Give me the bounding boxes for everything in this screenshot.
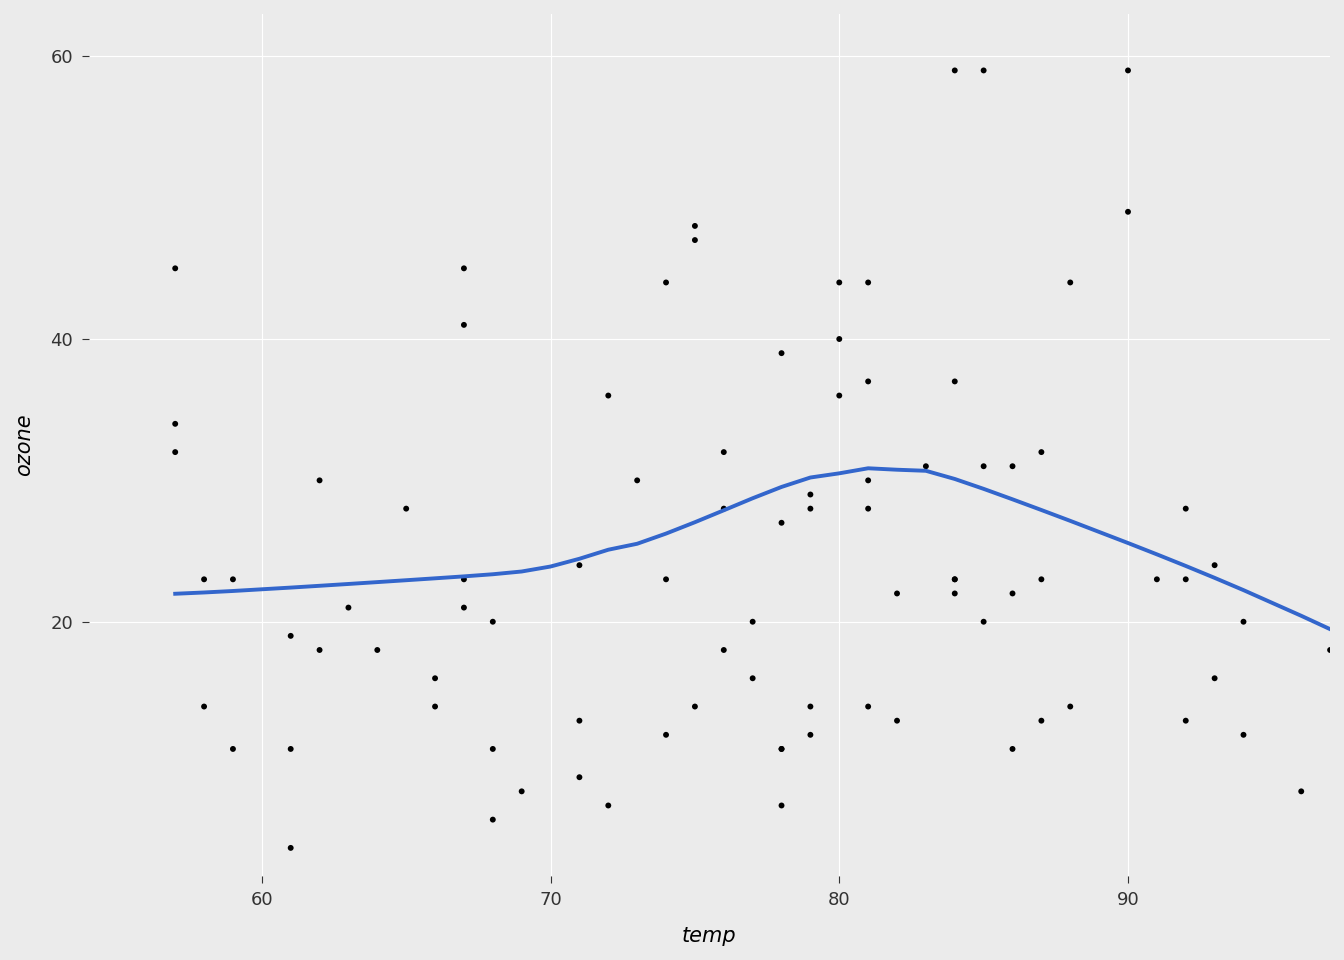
Point [1320,642,1341,658]
Point [1059,275,1081,290]
Point [770,798,792,813]
Point [1031,571,1052,587]
Point [194,699,215,714]
Point [915,459,937,474]
Point [164,444,185,460]
Point [1031,713,1052,729]
Point [770,741,792,756]
Point [1031,444,1052,460]
Point [943,571,965,587]
Point [453,261,474,276]
Point [337,600,359,615]
Y-axis label: ozone: ozone [13,414,34,476]
Point [598,798,620,813]
Point [1001,586,1023,601]
Point [1117,62,1138,78]
Point [626,472,648,488]
Point [164,261,185,276]
Point [194,571,215,587]
Point [714,501,735,516]
Point [684,218,706,233]
Point [684,232,706,248]
Point [828,275,849,290]
Point [800,699,821,714]
Point [943,586,965,601]
Point [1204,671,1226,686]
Point [857,501,879,516]
Point [1175,501,1196,516]
X-axis label: temp: temp [681,926,737,947]
Point [164,416,185,431]
Point [222,571,243,587]
Point [828,388,849,403]
Point [482,812,504,828]
Point [857,373,879,389]
Point [656,275,677,290]
Point [973,62,995,78]
Point [1001,459,1023,474]
Point [656,571,677,587]
Point [857,275,879,290]
Point [714,444,735,460]
Point [857,699,879,714]
Point [569,713,590,729]
Point [857,472,879,488]
Point [800,727,821,742]
Point [453,600,474,615]
Point [1232,614,1254,630]
Point [395,501,417,516]
Point [453,571,474,587]
Point [886,586,907,601]
Point [742,614,763,630]
Point [973,614,995,630]
Point [770,516,792,531]
Point [943,373,965,389]
Point [770,741,792,756]
Point [511,783,532,799]
Point [684,699,706,714]
Point [569,558,590,573]
Point [1232,727,1254,742]
Point [280,840,301,855]
Point [714,642,735,658]
Point [828,331,849,347]
Point [425,699,446,714]
Point [1146,571,1168,587]
Point [800,487,821,502]
Point [1001,741,1023,756]
Point [453,317,474,332]
Point [770,346,792,361]
Point [1059,699,1081,714]
Point [656,727,677,742]
Point [425,671,446,686]
Point [280,741,301,756]
Point [367,642,388,658]
Point [973,459,995,474]
Point [482,741,504,756]
Point [309,642,331,658]
Point [742,671,763,686]
Point [482,614,504,630]
Point [943,571,965,587]
Point [1204,558,1226,573]
Point [569,770,590,785]
Point [1290,783,1312,799]
Point [800,501,821,516]
Point [1175,713,1196,729]
Point [943,62,965,78]
Point [1175,571,1196,587]
Point [1117,204,1138,220]
Point [309,472,331,488]
Point [222,741,243,756]
Point [280,628,301,643]
Point [598,388,620,403]
Point [886,713,907,729]
